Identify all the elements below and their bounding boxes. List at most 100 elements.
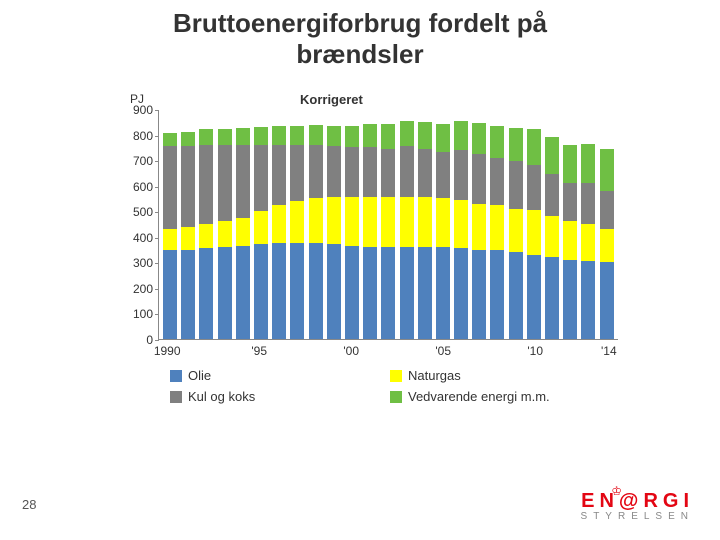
bar-2002 xyxy=(381,124,395,339)
title-line-1: Bruttoenergiforbrug fordelt på xyxy=(173,8,547,38)
segment-olie xyxy=(272,243,286,339)
segment-olie xyxy=(363,247,377,339)
segment-kul xyxy=(254,145,268,211)
segment-naturgas xyxy=(309,198,323,243)
segment-naturgas xyxy=(563,221,577,259)
segment-olie xyxy=(490,250,504,339)
segment-olie xyxy=(454,248,468,339)
segment-kul xyxy=(181,146,195,227)
x-tick-label: '00 xyxy=(343,344,359,358)
segment-olie xyxy=(545,257,559,339)
segment-olie xyxy=(472,250,486,339)
legend-swatch xyxy=(390,370,402,382)
bar-2010 xyxy=(527,129,541,339)
segment-olie xyxy=(581,261,595,339)
bar-1996 xyxy=(272,126,286,339)
legend-item-kul: Kul og koks xyxy=(170,389,390,404)
segment-vedvarende xyxy=(345,126,359,148)
segment-vedvarende xyxy=(290,126,304,145)
segment-vedvarende xyxy=(472,123,486,154)
segment-kul xyxy=(454,150,468,200)
bar-1999 xyxy=(327,126,341,339)
segment-olie xyxy=(163,250,177,339)
segment-olie xyxy=(236,246,250,339)
segment-olie xyxy=(254,244,268,339)
x-tick-label: '10 xyxy=(527,344,543,358)
bar-2001 xyxy=(363,124,377,339)
brand-logo: EN@RGI STYRELSEN xyxy=(581,490,694,522)
segment-kul xyxy=(436,152,450,198)
segment-vedvarende xyxy=(581,144,595,184)
segment-olie xyxy=(436,247,450,339)
segment-olie xyxy=(345,246,359,339)
segment-naturgas xyxy=(490,205,504,250)
segment-naturgas xyxy=(600,229,614,262)
segment-kul xyxy=(345,147,359,197)
segment-naturgas xyxy=(545,216,559,257)
bar-2014 xyxy=(600,149,614,339)
legend-label: Olie xyxy=(188,368,211,383)
legend: Olie NaturgasKul og koks Vedvarende energi… xyxy=(170,368,610,404)
bar-2012 xyxy=(563,145,577,339)
segment-vedvarende xyxy=(381,124,395,148)
segment-naturgas xyxy=(218,221,232,247)
segment-olie xyxy=(600,262,614,339)
logo-sub: STYRELSEN xyxy=(581,511,694,522)
bar-2006 xyxy=(454,121,468,339)
segment-naturgas xyxy=(472,204,486,250)
bar-1998 xyxy=(309,125,323,339)
page-title: Bruttoenergiforbrug fordelt på brændsler xyxy=(0,0,720,70)
bar-2004 xyxy=(418,122,432,339)
segment-olie xyxy=(199,248,213,339)
segment-kul xyxy=(509,161,523,208)
bar-2007 xyxy=(472,123,486,339)
segment-naturgas xyxy=(290,201,304,243)
segment-naturgas xyxy=(527,210,541,255)
x-tick-label: '05 xyxy=(435,344,451,358)
bar-1995 xyxy=(254,127,268,339)
segment-vedvarende xyxy=(218,129,232,145)
legend-label: Vedvarende energi m.m. xyxy=(408,389,550,404)
segment-olie xyxy=(309,243,323,339)
x-tick-label: 1990 xyxy=(154,344,181,358)
segment-olie xyxy=(527,255,541,339)
x-tick-label: '14 xyxy=(601,344,617,358)
bar-2013 xyxy=(581,144,595,339)
segment-kul xyxy=(490,158,504,205)
segment-naturgas xyxy=(163,229,177,249)
segment-kul xyxy=(163,146,177,229)
segment-naturgas xyxy=(254,211,268,244)
segment-kul xyxy=(527,165,541,210)
segment-vedvarende xyxy=(199,129,213,144)
segment-naturgas xyxy=(436,198,450,247)
bar-1992 xyxy=(199,129,213,339)
segment-kul xyxy=(400,146,414,197)
legend-item-vedvarende: Vedvarende energi m.m. xyxy=(390,389,610,404)
segment-naturgas xyxy=(454,200,468,249)
segment-vedvarende xyxy=(254,127,268,145)
segment-vedvarende xyxy=(236,128,250,145)
segment-naturgas xyxy=(381,197,395,247)
segment-naturgas xyxy=(199,224,213,248)
bar-2005 xyxy=(436,124,450,339)
segment-vedvarende xyxy=(309,125,323,145)
legend-item-naturgas: Naturgas xyxy=(390,368,610,383)
bar-1997 xyxy=(290,126,304,339)
bar-1990 xyxy=(163,133,177,339)
segment-vedvarende xyxy=(527,129,541,165)
bar-2000 xyxy=(345,126,359,339)
segment-kul xyxy=(199,145,213,224)
segment-vedvarende xyxy=(400,121,414,147)
segment-kul xyxy=(472,154,486,204)
segment-naturgas xyxy=(236,218,250,246)
segment-kul xyxy=(600,191,614,229)
segment-naturgas xyxy=(418,197,432,247)
legend-swatch xyxy=(170,370,182,382)
segment-olie xyxy=(381,247,395,339)
segment-vedvarende xyxy=(436,124,450,152)
segment-olie xyxy=(181,250,195,339)
segment-vedvarende xyxy=(490,126,504,158)
segment-olie xyxy=(509,252,523,339)
segment-olie xyxy=(563,260,577,339)
segment-kul xyxy=(327,146,341,197)
